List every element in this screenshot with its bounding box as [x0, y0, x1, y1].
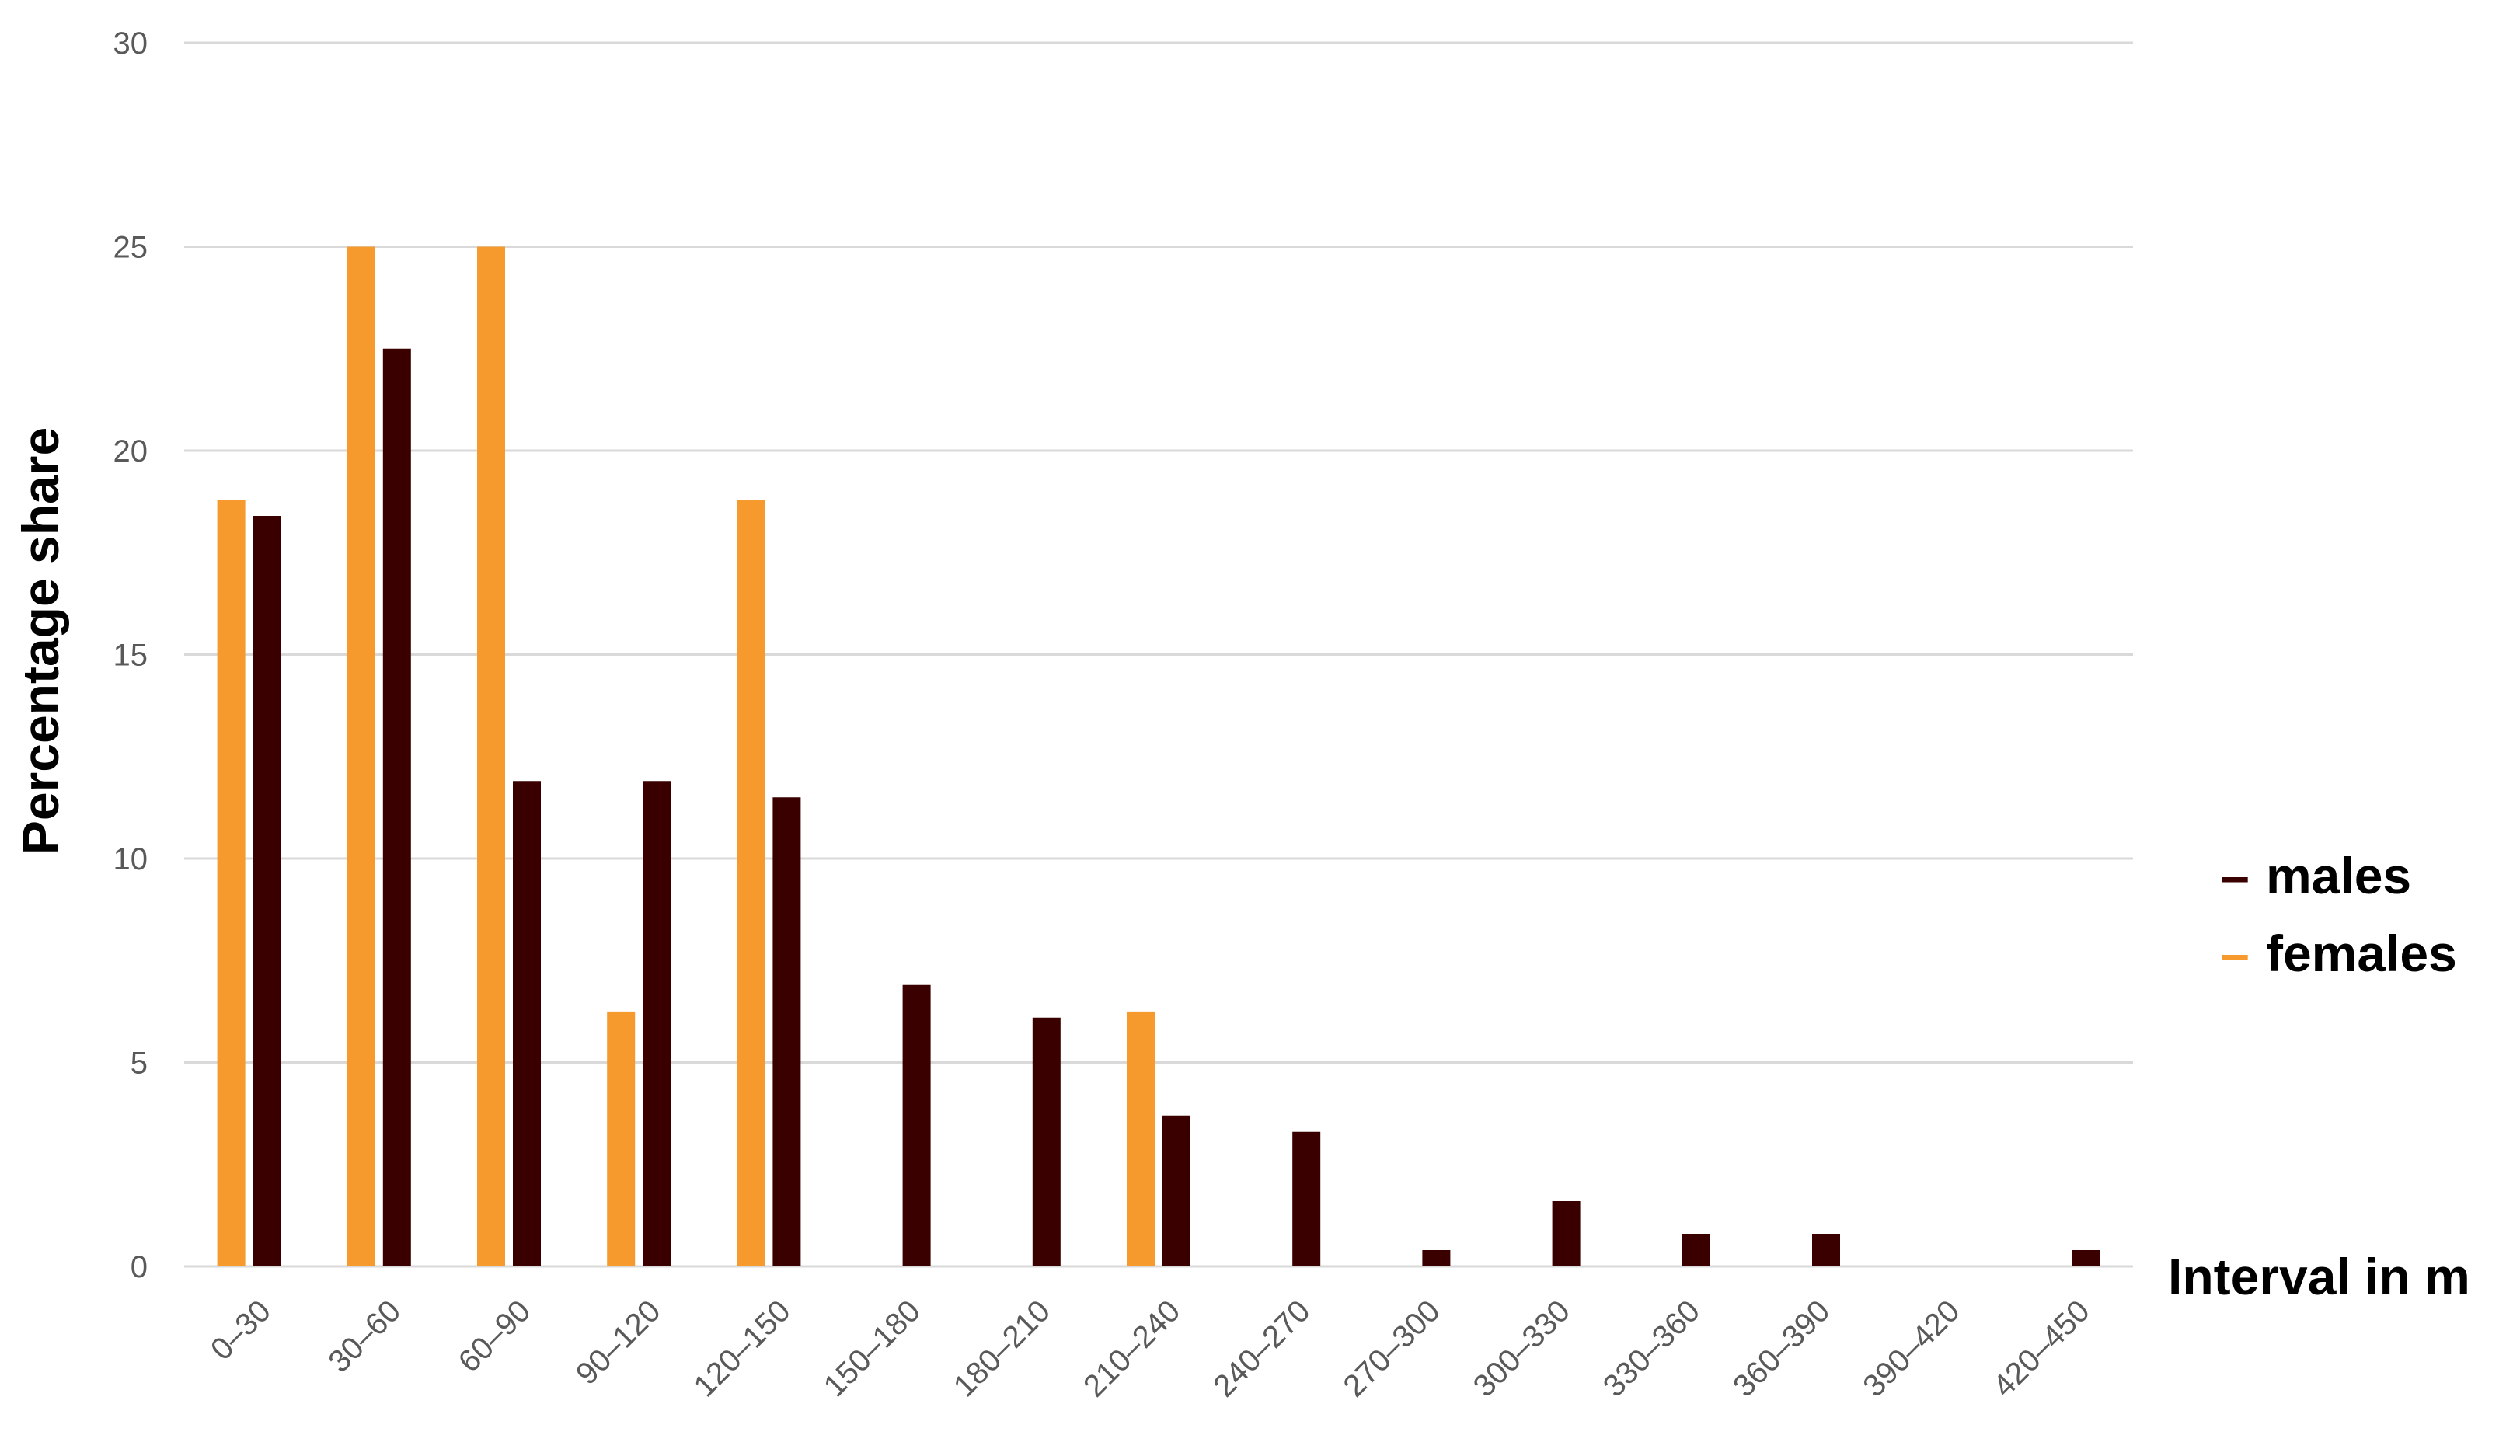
- bar-males-11: [1682, 1234, 1710, 1266]
- bar-males-14: [2072, 1250, 2100, 1266]
- x-tick-label: 270–300: [1337, 1294, 1447, 1403]
- x-tick-label: 180–210: [947, 1294, 1057, 1403]
- bar-males-7: [1162, 1115, 1190, 1266]
- x-axis-title: Interval in m: [2168, 1248, 2470, 1305]
- bar-females-3: [607, 1011, 636, 1266]
- y-tick-label: 5: [131, 1047, 148, 1081]
- legend-marker-females: –: [2221, 925, 2250, 982]
- bars: [217, 246, 2100, 1266]
- y-tick-label: 20: [113, 434, 148, 468]
- bar-males-10: [1552, 1201, 1581, 1266]
- x-tick-label: 420–450: [1987, 1294, 2097, 1403]
- x-axis-tick-labels: 0–30 30–60 60–90 90–120 120–150 150–180 180–21…: [204, 1294, 2097, 1403]
- bar-males-1: [382, 348, 411, 1266]
- x-tick-label: 330–360: [1597, 1294, 1706, 1403]
- legend-marker-males: –: [2221, 847, 2250, 904]
- bar-males-2: [513, 781, 541, 1266]
- x-tick-label: 30–60: [322, 1294, 407, 1379]
- x-tick-label: 360–390: [1727, 1294, 1836, 1403]
- legend-label-males: males: [2266, 847, 2411, 904]
- bar-males-5: [902, 984, 931, 1266]
- x-tick-label: 0–30: [204, 1294, 277, 1367]
- gridlines: [184, 41, 2133, 1268]
- x-tick-label: 210–240: [1077, 1294, 1187, 1403]
- legend: – males – females: [2221, 847, 2457, 982]
- y-tick-label: 10: [113, 842, 148, 876]
- bar-males-9: [1422, 1250, 1451, 1266]
- x-tick-label: 150–180: [817, 1294, 927, 1403]
- bar-females-4: [737, 500, 765, 1266]
- x-tick-label: 240–270: [1207, 1294, 1316, 1403]
- bar-males-8: [1292, 1131, 1321, 1266]
- legend-label-females: females: [2266, 925, 2457, 982]
- x-tick-label: 60–90: [452, 1294, 538, 1379]
- bar-females-7: [1127, 1011, 1155, 1266]
- y-tick-label: 15: [113, 639, 148, 673]
- bar-males-12: [1812, 1234, 1840, 1266]
- x-tick-label: 390–420: [1856, 1294, 1966, 1403]
- x-tick-label: 90–120: [570, 1294, 667, 1392]
- bar-females-1: [347, 246, 375, 1266]
- x-tick-label: 120–150: [688, 1294, 797, 1403]
- bar-males-4: [772, 797, 801, 1266]
- y-tick-label: 30: [113, 26, 148, 61]
- y-axis-tick-labels: 0 5 10 15 20 25 30: [113, 26, 148, 1284]
- y-tick-label: 25: [113, 231, 148, 265]
- bar-males-0: [253, 516, 281, 1266]
- bar-males-6: [1032, 1017, 1061, 1266]
- bar-females-0: [217, 500, 246, 1266]
- y-tick-label: 0: [131, 1250, 148, 1284]
- bar-males-3: [643, 781, 671, 1266]
- y-axis-title: Percentage share: [12, 427, 69, 855]
- x-tick-label: 300–330: [1467, 1294, 1577, 1403]
- bar-females-2: [477, 246, 505, 1266]
